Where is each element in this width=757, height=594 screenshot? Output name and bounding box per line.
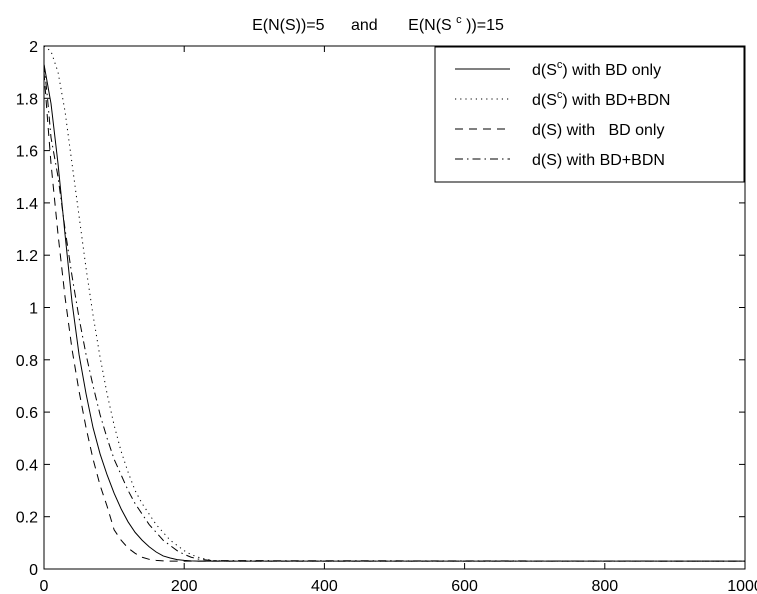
y-tick-label: 0 xyxy=(29,562,38,579)
y-tick-label: 0.8 xyxy=(16,353,38,370)
y-tick-label: 2 xyxy=(29,39,38,56)
legend-label-1: d(Sc) with BD only xyxy=(532,59,661,79)
series-line-3 xyxy=(43,72,745,562)
y-tick-label: 0.6 xyxy=(16,405,38,422)
series-line-1 xyxy=(43,64,745,562)
legend-label-2: d(Sc) with BD+BDN xyxy=(532,89,670,109)
x-tick-label: 600 xyxy=(451,578,478,594)
y-tick-label: 1.4 xyxy=(16,196,38,213)
y-tick-label: 1 xyxy=(29,301,38,318)
y-tick-label: 1.6 xyxy=(16,144,38,161)
chart-title: E(N(S))=5 and E(N(S c ))=15 xyxy=(252,10,504,34)
x-tick-label: 400 xyxy=(311,578,338,594)
y-tick-label: 1.2 xyxy=(16,248,38,265)
x-tick-label: 800 xyxy=(591,578,618,594)
y-tick-label: 1.8 xyxy=(16,91,38,108)
series-line-4 xyxy=(43,64,746,562)
x-tick-label: 200 xyxy=(171,578,198,594)
y-tick-label: 0.2 xyxy=(16,510,38,527)
legend: d(Sc) with BD only d(Sc) with BD+BDN d(S) … xyxy=(434,46,745,183)
y-tick-label: 0.4 xyxy=(16,457,38,474)
series-layer xyxy=(43,45,746,562)
x-tick-label: 0 xyxy=(40,578,49,594)
legend-label-3: d(S) with BD only xyxy=(532,122,664,139)
legend-label-4: d(S) with BD+BDN xyxy=(532,152,665,169)
series-line-2 xyxy=(43,45,745,562)
